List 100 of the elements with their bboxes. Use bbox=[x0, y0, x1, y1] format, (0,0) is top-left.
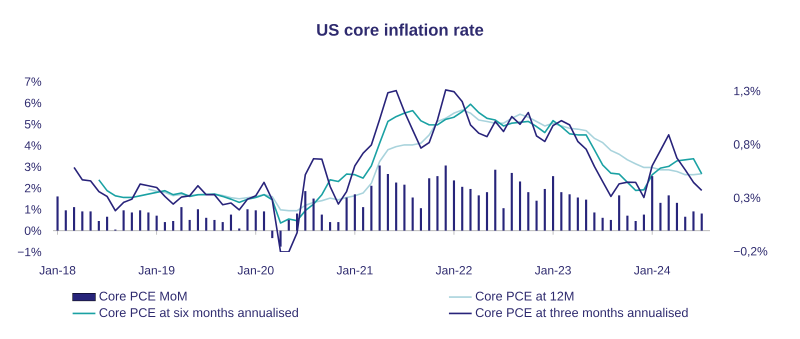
bar bbox=[386, 174, 389, 231]
bar bbox=[518, 181, 522, 231]
bar bbox=[254, 210, 257, 231]
y-tick-label: 4% bbox=[24, 141, 42, 150]
x-tick-label: Jan-24 bbox=[634, 266, 670, 275]
bar bbox=[412, 198, 414, 231]
bar bbox=[279, 230, 282, 247]
bar bbox=[378, 165, 381, 231]
bar bbox=[296, 214, 298, 231]
bar bbox=[478, 195, 480, 231]
bar bbox=[156, 216, 158, 231]
bar bbox=[585, 200, 588, 231]
bar bbox=[469, 188, 472, 231]
bar bbox=[692, 211, 695, 231]
bar bbox=[610, 220, 612, 231]
bar bbox=[262, 211, 266, 231]
bar bbox=[510, 172, 513, 231]
bar bbox=[139, 210, 142, 231]
bar bbox=[230, 214, 232, 231]
y-tick-label: 7% bbox=[24, 77, 42, 86]
bar bbox=[329, 222, 332, 231]
bar bbox=[436, 176, 439, 231]
bar bbox=[552, 176, 554, 231]
bar bbox=[527, 192, 530, 231]
x-tick-label: Jan-22 bbox=[436, 266, 472, 275]
bar bbox=[651, 176, 654, 231]
bar bbox=[642, 214, 645, 231]
y-tick-label: 6% bbox=[24, 98, 42, 108]
y2-tick-label: 0,8% bbox=[734, 140, 760, 150]
bar bbox=[238, 228, 240, 231]
bar bbox=[130, 212, 133, 231]
bar bbox=[246, 209, 249, 231]
y-tick-label: 2% bbox=[24, 184, 42, 192]
bar bbox=[122, 210, 125, 231]
y-tick-label: 3% bbox=[24, 162, 42, 172]
bar bbox=[271, 230, 274, 238]
bar bbox=[461, 186, 464, 231]
bar bbox=[560, 192, 562, 231]
chart-title: US core inflation rate bbox=[317, 24, 484, 36]
x-tick-label: Jan-18 bbox=[39, 266, 76, 275]
bar bbox=[544, 188, 546, 231]
bar bbox=[64, 210, 67, 231]
bar bbox=[164, 222, 166, 231]
bar bbox=[576, 198, 579, 231]
legend-label: Core PCE MoM bbox=[100, 292, 186, 301]
bar bbox=[288, 220, 290, 231]
bar bbox=[180, 207, 182, 231]
bar bbox=[312, 198, 315, 231]
bar bbox=[81, 211, 84, 231]
bar bbox=[222, 222, 224, 231]
bar bbox=[213, 220, 216, 231]
bar bbox=[304, 191, 306, 231]
legend-label: Core PCE at 12M bbox=[476, 292, 574, 301]
y-tick-label: 0% bbox=[24, 226, 42, 235]
bar bbox=[172, 221, 174, 231]
line-series bbox=[73, 89, 703, 252]
bar bbox=[403, 184, 406, 231]
bar bbox=[354, 194, 356, 231]
bar bbox=[676, 202, 678, 231]
bar bbox=[502, 208, 505, 231]
bar bbox=[90, 211, 92, 231]
bar bbox=[337, 222, 340, 231]
bar bbox=[56, 196, 59, 231]
bar bbox=[72, 207, 76, 231]
bar bbox=[346, 198, 348, 231]
bar bbox=[428, 178, 430, 231]
bar bbox=[205, 218, 208, 231]
bar bbox=[444, 165, 447, 231]
bar bbox=[362, 207, 364, 231]
bar bbox=[106, 216, 108, 231]
y-tick-label: 1% bbox=[25, 205, 42, 214]
bar bbox=[634, 221, 637, 231]
bar bbox=[659, 202, 662, 231]
legend-label: Core PCE at six months annualised bbox=[100, 308, 298, 318]
bar bbox=[494, 170, 496, 231]
x-tick-label: Jan-20 bbox=[238, 266, 274, 275]
bar bbox=[602, 218, 604, 231]
y-tick-label: 5% bbox=[24, 120, 42, 128]
line-series bbox=[148, 109, 703, 212]
bar bbox=[452, 180, 456, 231]
bar bbox=[618, 195, 620, 231]
legend-label: Core PCE at three months annualised bbox=[476, 308, 688, 318]
bar bbox=[98, 221, 100, 231]
y2-tick-label: 1,3% bbox=[734, 86, 760, 97]
x-tick-label: Jan-19 bbox=[138, 266, 174, 275]
bar bbox=[395, 182, 398, 231]
bar bbox=[370, 186, 372, 231]
bar bbox=[320, 214, 323, 231]
y-tick-label: −1% bbox=[18, 248, 42, 256]
bar bbox=[568, 194, 571, 231]
bar bbox=[486, 192, 488, 231]
bar bbox=[196, 209, 200, 231]
y2-tick-label: 0,3% bbox=[734, 194, 760, 204]
bar bbox=[535, 200, 538, 231]
bar bbox=[668, 195, 670, 231]
bar bbox=[593, 212, 596, 231]
bar bbox=[626, 216, 628, 231]
bar bbox=[700, 214, 703, 231]
x-tick-label: Jan-21 bbox=[336, 266, 373, 275]
bar bbox=[420, 208, 422, 231]
